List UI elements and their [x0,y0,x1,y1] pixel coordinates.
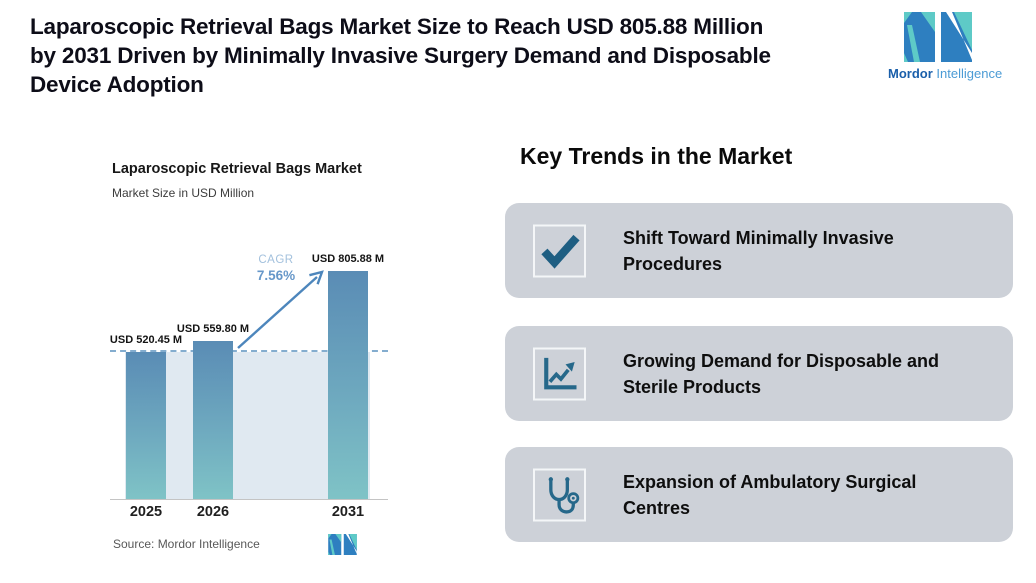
brand-name-bold: Mordor [888,66,933,81]
bar-2026 [193,341,233,499]
bar-2031 [328,271,368,499]
bar-value-label: USD 559.80 M [176,323,250,335]
trend-card-disposable-sterile: Growing Demand for Disposable and Steril… [505,326,1013,421]
checkmark-icon [540,234,580,269]
cagr-growth-arrow-icon [237,270,324,349]
icon-frame [533,347,586,400]
x-axis-label: 2025 [129,504,163,520]
mordor-intelligence-logo-icon [904,12,972,62]
cagr-value: 7.56% [256,268,296,283]
cagr-label: CAGR [258,254,294,266]
page-title: Laparoscopic Retrieval Bags Market Size … [30,14,771,97]
x-axis-label: 2031 [331,504,365,520]
cagr-annotation: CAGR 7.56% [233,253,319,283]
trend-card-label: Expansion of Ambulatory Surgical Centres [623,471,917,518]
chart-title: Laparoscopic Retrieval Bags Market [112,161,362,177]
trends-heading: Key Trends in the Market [520,143,793,169]
chart-source: Source: Mordor Intelligence [113,537,260,551]
x-axis-labels: 2025 2026 2031 [110,504,388,524]
trend-card-label: Growing Demand for Disposable and Steril… [623,350,940,397]
icon-frame [533,224,586,277]
brand-logo: Mordor Intelligence [888,12,1002,81]
bar-plot: CAGR 7.56% USD 520.45 M USD 559.80 M USD 8… [110,250,388,500]
bar-2025 [126,352,166,499]
stethoscope-icon [548,477,579,514]
trend-card-ambulatory-centres: Expansion of Ambulatory Surgical Centres [505,447,1013,542]
chart-subtitle: Market Size in USD Million [112,186,255,200]
bar-value-label: USD 805.88 M [311,253,385,265]
reference-dashed-line [110,350,388,352]
line-chart-icon [543,357,576,390]
brand-name-light: Intelligence [936,66,1003,81]
bar-value-label: USD 520.45 M [109,334,183,346]
brand-logo-text: Mordor Intelligence [888,66,1002,81]
trend-card-label: Shift Toward Minimally Invasive Procedur… [623,227,894,274]
icon-frame [533,468,586,521]
source-logo-icon [328,534,357,560]
x-axis-label: 2026 [196,504,230,520]
trend-card-minimally-invasive: Shift Toward Minimally Invasive Procedur… [505,203,1013,298]
